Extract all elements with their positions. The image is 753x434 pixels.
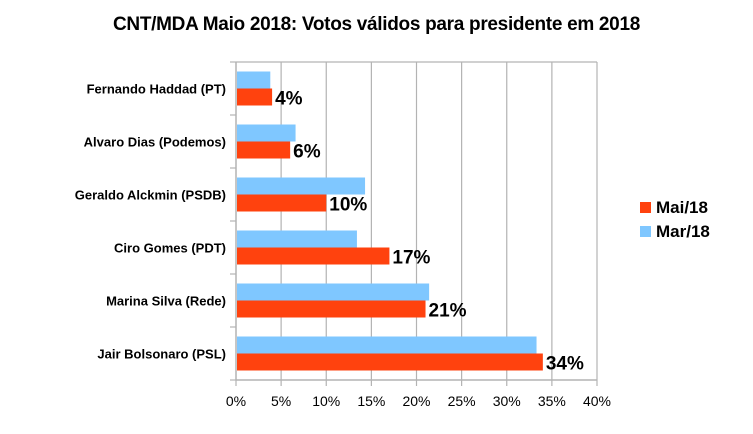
bar-mar18 [237,336,537,354]
category-label: Ciro Gomes (PDT) [114,241,226,256]
bar-mai18 [237,247,390,265]
bars [237,71,543,371]
legend: Mai/18 Mar/18 [640,198,710,241]
x-tick-label: 25% [448,393,476,409]
x-tick-label: 15% [357,393,385,409]
x-tick-label: 10% [312,393,340,409]
x-tick-label: 20% [402,393,430,409]
data-label-mai18: 17% [392,248,430,269]
data-label-mai18: 21% [429,301,467,322]
x-tick-label: 40% [583,393,611,409]
bar-mai18 [237,194,327,212]
bar-mai18 [237,88,273,106]
category-label: Jair Bolsonaro (PSL) [97,347,226,362]
bar-mai18 [237,353,543,371]
legend-label: Mar/18 [656,222,710,241]
axes [230,61,598,386]
bar-mar18 [237,177,366,195]
category-label: Geraldo Alckmin (PSDB) [75,188,226,203]
category-label: Fernando Haddad (PT) [87,82,226,97]
data-label-mai18: 10% [329,195,367,216]
legend-swatch [640,202,651,213]
data-label-mai18: 34% [546,354,584,375]
x-tick-label: 0% [226,393,246,409]
labels: 0% 5% 10% 15% 20% 25% 30% 35% 40% Fernando Haddad… [75,82,611,410]
x-tick-label: 5% [271,393,291,409]
bar-mar18 [237,71,271,89]
chart-title: CNT/MDA Maio 2018: Votos válidos para pr… [113,14,640,35]
legend-label: Mai/18 [656,198,708,217]
gridlines [236,61,598,380]
bar-mai18 [237,300,426,318]
x-tick-label: 30% [493,393,521,409]
legend-swatch [640,226,651,237]
bar-mar18 [237,124,296,142]
data-label-mai18: 4% [275,89,303,110]
category-label: Marina Silva (Rede) [106,294,226,309]
data-label-mai18: 6% [293,142,321,163]
x-tick-label: 35% [538,393,566,409]
bar-mai18 [237,141,291,159]
bar-mar18 [237,283,430,301]
bar-mar18 [237,230,357,248]
category-label: Alvaro Dias (Podemos) [84,135,226,150]
